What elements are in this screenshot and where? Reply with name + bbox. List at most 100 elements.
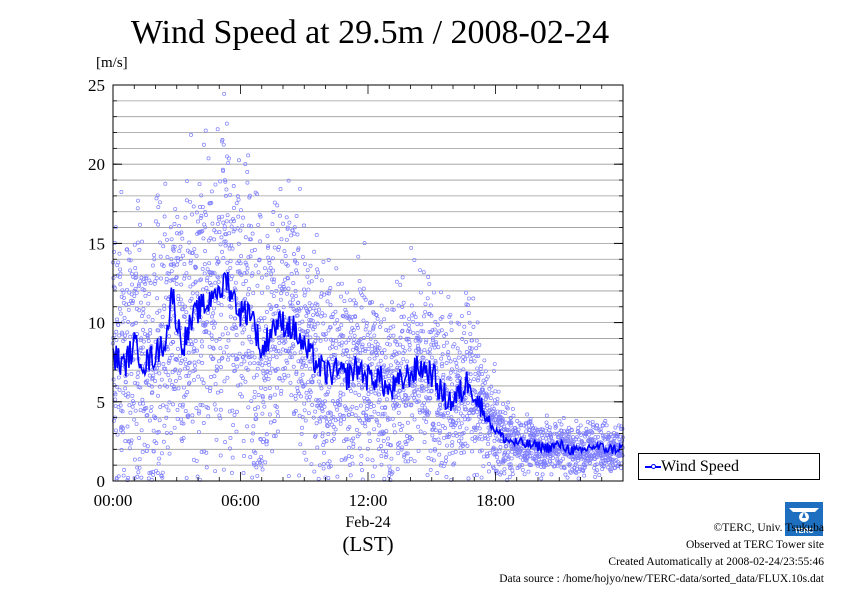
scatter-point	[340, 382, 344, 387]
scatter-point	[140, 345, 145, 350]
scatter-point	[211, 306, 216, 311]
scatter-point	[395, 467, 400, 472]
scatter-point	[387, 464, 392, 469]
scatter-point	[328, 464, 333, 469]
scatter-point	[200, 228, 205, 233]
scatter-point	[134, 290, 139, 295]
scatter-point	[379, 462, 384, 467]
scatter-point	[470, 449, 475, 454]
scatter-point	[120, 330, 124, 335]
scatter-point	[376, 362, 381, 367]
scatter-point	[230, 246, 235, 251]
scatter-point	[233, 368, 238, 373]
scatter-point	[243, 260, 248, 265]
scatter-point	[121, 426, 126, 431]
scatter-point	[394, 279, 399, 284]
scatter-point	[312, 469, 317, 474]
scatter-point	[341, 348, 346, 353]
scatter-point	[135, 474, 140, 479]
scatter-point	[184, 198, 189, 203]
scatter-point	[294, 371, 299, 376]
scatter-point	[469, 430, 474, 435]
scatter-point	[506, 455, 511, 460]
scatter-point	[179, 230, 184, 235]
scatter-point	[343, 456, 348, 461]
scatter-point	[372, 409, 377, 414]
scatter-point	[418, 429, 423, 434]
scatter-point	[209, 333, 214, 338]
scatter-point	[141, 339, 146, 344]
scatter-point	[226, 242, 231, 247]
scatter-point	[312, 325, 317, 330]
scatter-point	[219, 388, 224, 393]
scatter-point	[510, 407, 515, 411]
scatter-point	[216, 301, 221, 306]
scatter-point	[614, 458, 619, 463]
scatter-point	[200, 403, 205, 408]
scatter-point	[469, 357, 474, 362]
scatter-point	[238, 261, 243, 266]
scatter-point	[306, 324, 311, 329]
scatter-point	[342, 417, 347, 422]
scatter-point	[328, 419, 333, 424]
scatter-point	[491, 420, 496, 425]
scatter-point	[380, 411, 385, 416]
scatter-point	[534, 451, 539, 456]
scatter-point	[421, 329, 426, 334]
scatter-point	[239, 254, 244, 259]
scatter-point	[476, 378, 480, 383]
scatter-point	[444, 455, 449, 460]
scatter-point	[128, 258, 133, 263]
scatter-point	[315, 321, 320, 326]
scatter-point	[199, 339, 204, 344]
scatter-point	[468, 379, 473, 383]
scatter-point	[273, 433, 278, 438]
scatter-point	[118, 425, 123, 430]
scatter-point	[433, 319, 438, 324]
scatter-point	[447, 314, 452, 319]
scatter-point	[200, 361, 205, 365]
scatter-point	[453, 369, 458, 374]
scatter-point	[324, 439, 329, 444]
scatter-point	[300, 319, 305, 324]
scatter-point	[207, 344, 212, 349]
scatter-point	[187, 370, 192, 375]
scatter-point	[336, 399, 340, 404]
scatter-point	[605, 434, 610, 439]
scatter-point	[267, 362, 271, 367]
scatter-point	[595, 468, 600, 473]
scatter-point	[577, 469, 582, 474]
scatter-point	[211, 311, 216, 316]
scatter-point	[447, 431, 452, 436]
scatter-point	[229, 305, 234, 310]
scatter-point	[236, 383, 241, 388]
scatter-point	[175, 262, 180, 267]
scatter-point	[193, 368, 198, 372]
scatter-point	[390, 300, 394, 305]
scatter-point	[258, 214, 263, 219]
scatter-point	[240, 355, 245, 360]
scatter-point	[295, 313, 300, 318]
scatter-point	[329, 411, 334, 416]
scatter-point	[476, 375, 481, 380]
scatter-point	[236, 241, 241, 246]
scatter-point	[114, 384, 119, 389]
scatter-point	[148, 470, 153, 475]
scatter-point	[127, 250, 132, 255]
scatter-point	[218, 407, 223, 412]
scatter-point	[494, 471, 499, 476]
scatter-point	[430, 433, 435, 438]
scatter-point	[444, 340, 449, 345]
scatter-point	[261, 371, 266, 376]
scatter-point	[286, 286, 291, 291]
scatter-point	[208, 236, 213, 241]
scatter-point	[522, 434, 527, 439]
scatter-point	[156, 430, 161, 434]
scatter-point	[384, 429, 389, 434]
scatter-point	[175, 407, 180, 412]
scatter-point	[449, 367, 454, 372]
scatter-point	[116, 375, 121, 380]
scatter-point	[360, 293, 365, 298]
scatter-point	[455, 378, 460, 383]
scatter-point	[125, 424, 130, 429]
